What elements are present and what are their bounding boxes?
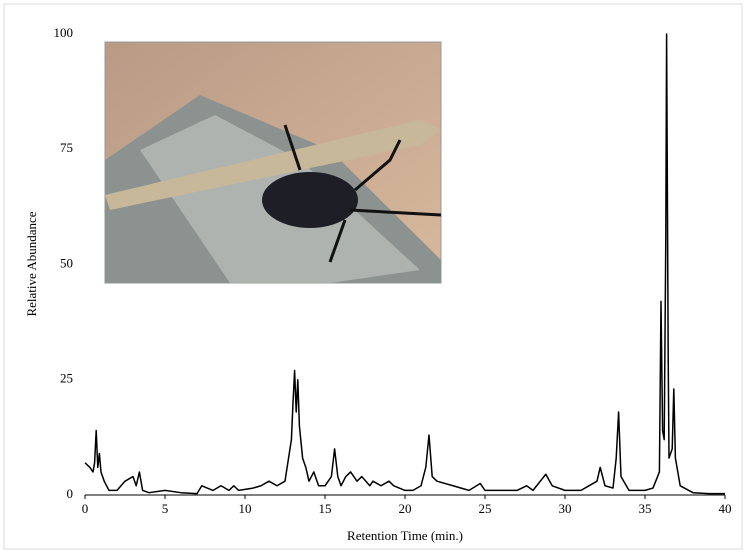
x-tick-label: 35: [639, 501, 652, 516]
y-tick-label: 0: [67, 486, 74, 501]
chart: Retention Time (min.) Relative Abundance…: [0, 0, 746, 553]
x-tick-label: 15: [319, 501, 332, 516]
y-tick-label: 100: [54, 25, 74, 40]
y-tick-label: 75: [60, 140, 73, 155]
y-tick-label: 50: [60, 255, 73, 270]
x-tick-label: 40: [719, 501, 732, 516]
x-tick-label: 20: [399, 501, 412, 516]
x-tick-label: 30: [559, 501, 572, 516]
x-tick-label: 10: [239, 501, 252, 516]
x-tick-label: 25: [479, 501, 492, 516]
x-tick-label: 0: [82, 501, 89, 516]
inset-photo: [105, 42, 441, 283]
x-tick-label: 5: [162, 501, 169, 516]
x-axis-label: Retention Time (min.): [347, 528, 463, 543]
y-axis-label: Relative Abundance: [24, 211, 39, 316]
y-tick-label: 25: [60, 371, 73, 386]
